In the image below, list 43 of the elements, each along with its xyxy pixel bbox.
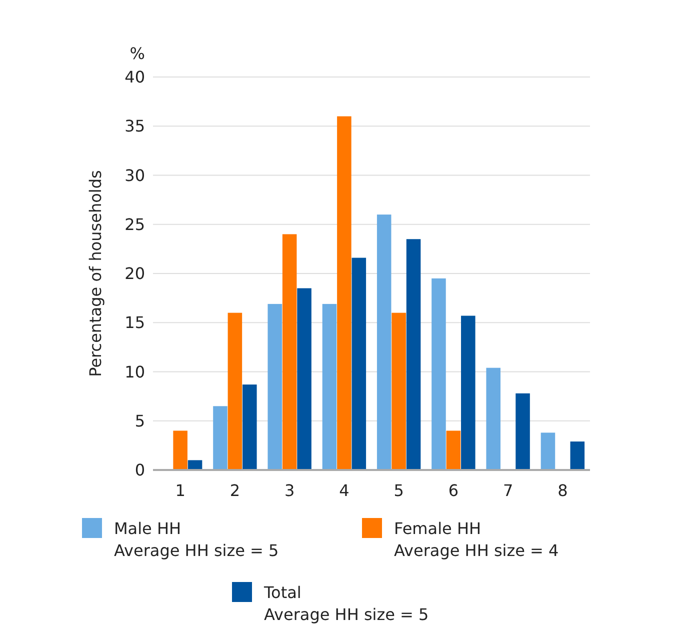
bar: [352, 258, 366, 470]
text: %: [130, 44, 145, 63]
legend-label: Total Average HH size = 5: [263, 583, 429, 624]
bar: [540, 432, 556, 470]
bar: [570, 442, 585, 470]
bar: [392, 312, 406, 470]
bar: [242, 384, 257, 470]
bar: [486, 368, 500, 470]
bar: [406, 239, 421, 470]
y-tick-label: 10: [124, 362, 145, 382]
x-tick-label: 7: [502, 481, 514, 500]
bar: [322, 304, 337, 470]
bar: [268, 304, 282, 470]
bar: [282, 234, 297, 470]
bar: [228, 312, 242, 470]
bar: [432, 278, 446, 470]
x-tick-label: 4: [339, 481, 350, 500]
x-tick-label: 1: [175, 481, 186, 500]
bar: [173, 430, 188, 470]
bar: [446, 430, 461, 470]
x-tick-label: 6: [448, 481, 459, 500]
bar: [376, 214, 392, 470]
y-tick-label: 25: [124, 214, 145, 234]
bar: [297, 288, 312, 470]
bar: [516, 393, 530, 470]
y-tick-label: 40: [124, 68, 145, 87]
y-tick-label: 5: [134, 411, 145, 430]
bar: [461, 316, 476, 470]
y-axis-title: Percentage of households: [86, 170, 105, 377]
y-tick-label: 35: [124, 116, 145, 136]
y-tick-label: 20: [124, 264, 145, 284]
legend-label: Male HH Average HH size = 5: [114, 519, 279, 560]
x-tick-label: 2: [230, 481, 240, 500]
y-tick-label: 30: [124, 166, 145, 185]
x-tick-label: 3: [284, 481, 295, 500]
y-tick-label: 0: [134, 460, 145, 480]
bar: [337, 116, 352, 470]
y-tick-label: 15: [124, 313, 145, 332]
bar: [213, 406, 228, 470]
bar: [188, 460, 202, 470]
legend-label: Female HH Average HH size = 4: [394, 519, 559, 560]
x-tick-label: 5: [394, 481, 404, 500]
x-tick-label: 8: [558, 481, 568, 500]
